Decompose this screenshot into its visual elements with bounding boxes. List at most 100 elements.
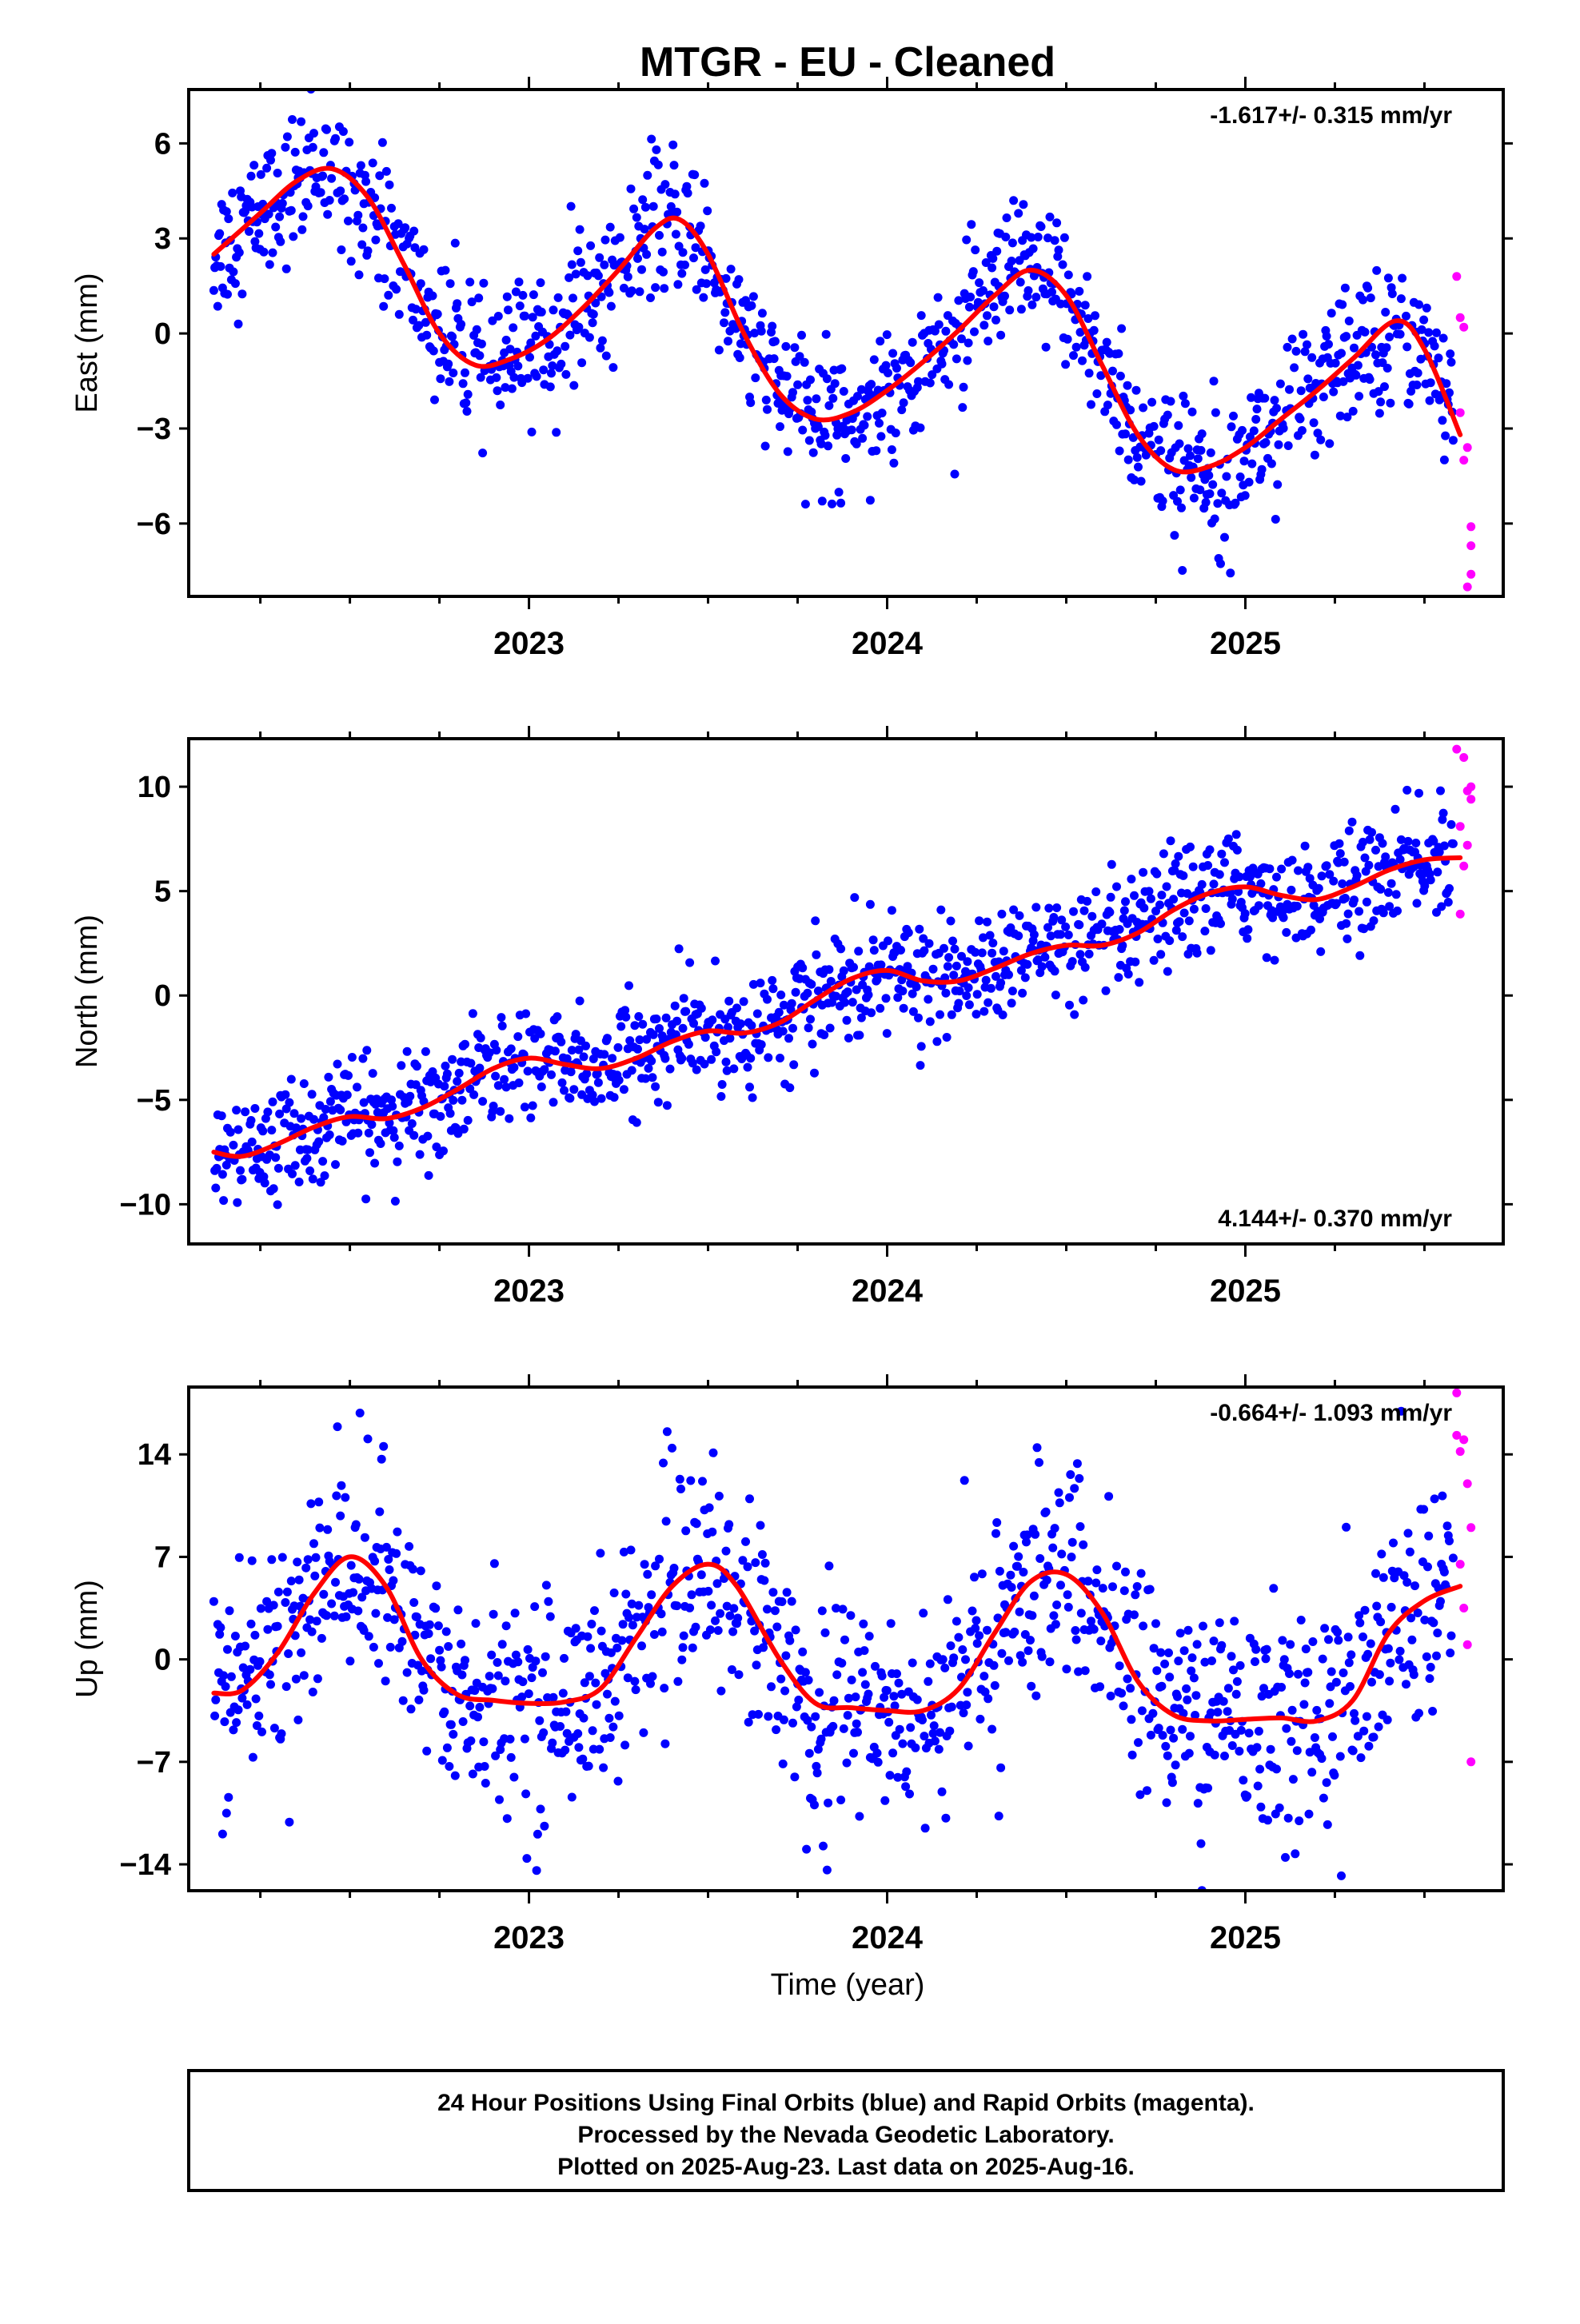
final-orbit-point [640, 1560, 649, 1569]
final-orbit-point [960, 1476, 969, 1485]
final-orbit-point [738, 1556, 748, 1565]
final-orbit-point [882, 330, 892, 340]
final-orbit-point [590, 1606, 599, 1616]
final-orbit-point [763, 995, 772, 1004]
final-orbit-point [716, 1608, 725, 1618]
final-orbit-point [977, 1569, 987, 1579]
final-orbit-point [783, 447, 792, 456]
final-orbit-point [319, 1113, 329, 1122]
final-orbit-point [1171, 1760, 1180, 1770]
rapid-orbit-point [1459, 1435, 1469, 1445]
final-orbit-point [433, 309, 442, 319]
final-orbit-point [267, 1555, 277, 1565]
final-orbit-point [1015, 277, 1025, 287]
final-orbit-point [250, 1104, 260, 1113]
final-orbit-point [1391, 890, 1401, 899]
final-orbit-point [575, 225, 585, 234]
final-orbit-point [669, 1564, 679, 1573]
final-orbit-point [1211, 408, 1220, 417]
final-orbit-point [262, 1597, 272, 1606]
final-orbit-point [686, 1476, 696, 1485]
final-orbit-point [828, 393, 838, 403]
final-orbit-point [1065, 1493, 1074, 1502]
final-orbit-point [708, 1448, 718, 1457]
final-orbit-point [1424, 1531, 1434, 1541]
final-orbit-point [425, 1620, 434, 1629]
final-orbit-point [528, 1101, 537, 1110]
final-orbit-point [441, 1627, 451, 1636]
final-orbit-point [1075, 1473, 1084, 1483]
final-orbit-point [1196, 1839, 1206, 1848]
final-orbit-point [886, 1619, 896, 1628]
final-orbit-point [1344, 1658, 1354, 1668]
final-orbit-point [545, 1612, 555, 1621]
north-frame [187, 737, 1505, 1246]
final-orbit-point [318, 1157, 328, 1166]
final-orbit-point [624, 1612, 633, 1622]
final-orbit-point [565, 273, 574, 282]
final-orbit-point [970, 1573, 979, 1582]
final-orbit-point [375, 1507, 385, 1517]
final-orbit-point [632, 213, 641, 222]
final-orbit-point [573, 1729, 583, 1738]
final-orbit-point [1114, 973, 1123, 983]
final-orbit-point [281, 1090, 290, 1099]
final-orbit-point [678, 248, 688, 257]
final-orbit-point [1007, 238, 1017, 248]
final-orbit-point [877, 409, 887, 418]
final-orbit-point [1432, 328, 1441, 337]
final-orbit-point [625, 1036, 635, 1046]
final-orbit-point [1033, 233, 1043, 241]
final-orbit-point [1335, 1752, 1345, 1761]
final-orbit-point [797, 330, 806, 340]
final-orbit-point [1222, 472, 1231, 481]
final-orbit-point [872, 1748, 882, 1758]
final-orbit-point [1295, 414, 1305, 424]
final-orbit-point [1063, 931, 1073, 939]
final-orbit-point [547, 1070, 556, 1079]
final-orbit-point [748, 1093, 757, 1102]
final-orbit-point [407, 1119, 417, 1128]
final-orbit-point [800, 500, 810, 509]
final-orbit-point [891, 429, 900, 438]
final-orbit-point [1344, 826, 1354, 835]
final-orbit-point [561, 1745, 570, 1755]
final-orbit-point [567, 1046, 577, 1055]
final-orbit-point [389, 1133, 399, 1142]
final-orbit-point [668, 140, 678, 149]
final-orbit-point [303, 1145, 313, 1154]
final-orbit-point [1335, 849, 1345, 859]
final-orbit-point [1014, 931, 1023, 941]
final-orbit-point [1106, 892, 1115, 902]
final-orbit-point [1275, 379, 1285, 389]
final-orbit-point [1156, 950, 1166, 959]
final-orbit-point [894, 1678, 904, 1688]
final-orbit-point [1167, 1778, 1177, 1788]
final-orbit-point [466, 1058, 476, 1068]
final-orbit-point [1162, 882, 1171, 891]
final-orbit-point [1291, 346, 1301, 356]
final-orbit-point [657, 1627, 667, 1636]
final-orbit-point [1360, 853, 1370, 863]
final-orbit-point [432, 1142, 441, 1152]
final-orbit-point [514, 277, 524, 287]
final-orbit-point [887, 906, 896, 915]
final-orbit-point [552, 428, 561, 437]
final-orbit-point [586, 241, 596, 250]
final-orbit-point [1325, 1699, 1335, 1708]
final-orbit-point [1432, 907, 1441, 917]
final-orbit-point [1262, 1644, 1271, 1654]
final-orbit-point [242, 1700, 252, 1709]
final-orbit-point [475, 1063, 485, 1073]
final-orbit-point [888, 349, 898, 358]
final-orbit-point [981, 258, 991, 267]
final-orbit-point [638, 1019, 648, 1029]
final-orbit-point [557, 359, 566, 369]
final-orbit-point [962, 1700, 972, 1710]
final-orbit-point [1337, 1871, 1346, 1880]
final-orbit-point [432, 1581, 441, 1591]
final-orbit-point [556, 1722, 565, 1731]
final-orbit-point [777, 1597, 787, 1606]
final-orbit-point [898, 1739, 908, 1748]
final-orbit-point [860, 1646, 869, 1656]
